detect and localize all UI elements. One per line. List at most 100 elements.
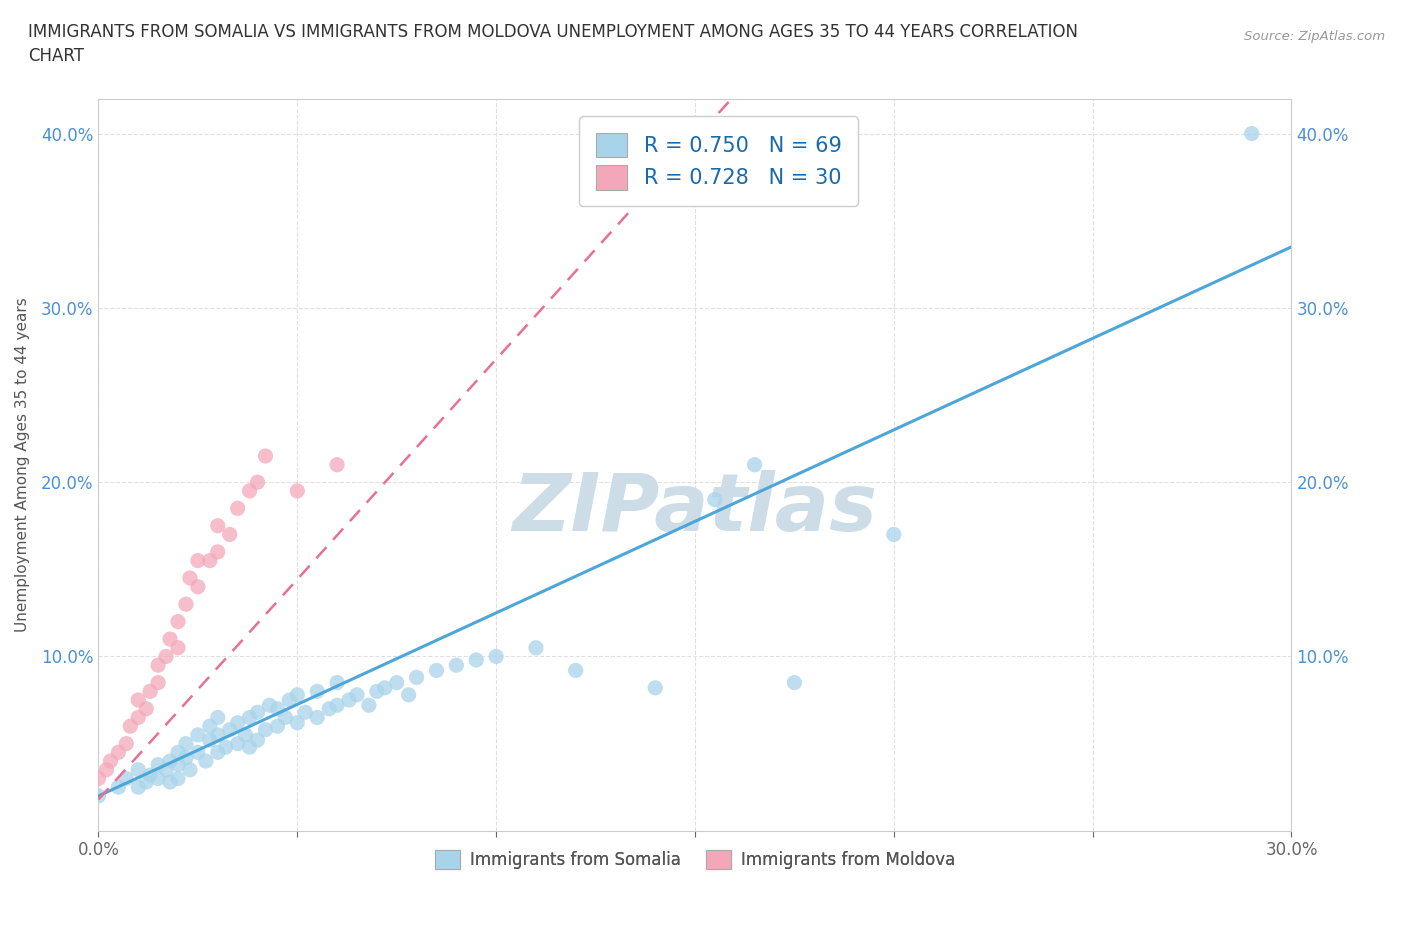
Point	[215, 739, 238, 754]
Point	[146, 757, 169, 772]
Point	[524, 641, 547, 656]
Point	[239, 484, 262, 498]
Point	[127, 763, 149, 777]
Point	[405, 670, 427, 684]
Point	[274, 710, 297, 724]
Point	[207, 710, 229, 724]
Point	[446, 658, 468, 672]
Point	[883, 527, 905, 542]
Point	[226, 737, 249, 751]
Point	[239, 710, 262, 724]
Point	[127, 693, 149, 708]
Point	[107, 745, 129, 760]
Point	[174, 597, 197, 612]
Point	[326, 458, 349, 472]
Point	[115, 737, 138, 751]
Point	[135, 775, 157, 790]
Point	[254, 723, 277, 737]
Point	[278, 693, 301, 708]
Point	[139, 684, 162, 698]
Text: Source: ZipAtlas.com: Source: ZipAtlas.com	[1244, 30, 1385, 43]
Point	[266, 701, 288, 716]
Point	[285, 687, 308, 702]
Point	[485, 649, 508, 664]
Point	[294, 705, 316, 720]
Point	[167, 745, 190, 760]
Point	[307, 684, 329, 698]
Point	[246, 705, 269, 720]
Point	[337, 693, 360, 708]
Point	[198, 719, 221, 734]
Point	[179, 571, 201, 586]
Text: IMMIGRANTS FROM SOMALIA VS IMMIGRANTS FROM MOLDOVA UNEMPLOYMENT AMONG AGES 35 TO: IMMIGRANTS FROM SOMALIA VS IMMIGRANTS FR…	[28, 23, 1078, 65]
Point	[285, 715, 308, 730]
Point	[425, 663, 447, 678]
Point	[346, 687, 368, 702]
Point	[107, 779, 129, 794]
Point	[226, 501, 249, 516]
Point	[644, 681, 666, 696]
Point	[366, 684, 388, 698]
Point	[744, 458, 766, 472]
Point	[207, 544, 229, 559]
Point	[187, 579, 209, 594]
Point	[564, 663, 586, 678]
Point	[146, 658, 169, 672]
Point	[318, 701, 340, 716]
Point	[783, 675, 806, 690]
Legend: Immigrants from Somalia, Immigrants from Moldova: Immigrants from Somalia, Immigrants from…	[426, 842, 963, 877]
Point	[398, 687, 420, 702]
Point	[266, 719, 288, 734]
Point	[218, 723, 240, 737]
Point	[167, 614, 190, 629]
Y-axis label: Unemployment Among Ages 35 to 44 years: Unemployment Among Ages 35 to 44 years	[15, 298, 30, 632]
Point	[115, 771, 138, 786]
Point	[159, 631, 181, 646]
Point	[326, 698, 349, 712]
Point	[357, 698, 380, 712]
Point	[155, 763, 177, 777]
Point	[100, 753, 122, 768]
Point	[254, 448, 277, 463]
Point	[246, 733, 269, 748]
Point	[187, 553, 209, 568]
Point	[155, 649, 177, 664]
Point	[146, 675, 169, 690]
Point	[218, 527, 240, 542]
Point	[259, 698, 281, 712]
Point	[326, 675, 349, 690]
Point	[374, 681, 396, 696]
Point	[307, 710, 329, 724]
Point	[198, 733, 221, 748]
Point	[120, 719, 142, 734]
Point	[235, 727, 257, 742]
Point	[127, 779, 149, 794]
Point	[167, 771, 190, 786]
Point	[226, 715, 249, 730]
Point	[87, 789, 110, 804]
Point	[207, 745, 229, 760]
Point	[246, 474, 269, 489]
Point	[194, 753, 217, 768]
Point	[187, 745, 209, 760]
Point	[174, 751, 197, 765]
Point	[174, 737, 197, 751]
Point	[198, 553, 221, 568]
Point	[207, 518, 229, 533]
Point	[207, 727, 229, 742]
Point	[146, 771, 169, 786]
Point	[139, 767, 162, 782]
Point	[87, 771, 110, 786]
Point	[385, 675, 408, 690]
Point	[187, 727, 209, 742]
Point	[135, 701, 157, 716]
Point	[239, 739, 262, 754]
Point	[285, 484, 308, 498]
Point	[179, 763, 201, 777]
Point	[167, 641, 190, 656]
Point	[465, 653, 488, 668]
Point	[159, 753, 181, 768]
Point	[159, 775, 181, 790]
Point	[96, 763, 118, 777]
Point	[703, 492, 725, 507]
